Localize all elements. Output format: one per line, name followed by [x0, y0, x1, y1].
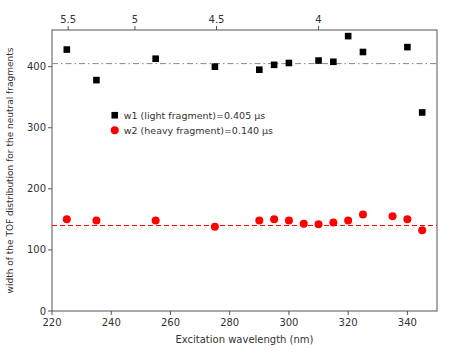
- data-point: [389, 212, 397, 220]
- y-tick: [48, 311, 52, 312]
- legend-label: w2 (heavy fragment)=0.140 μs: [124, 125, 273, 136]
- data-point: [344, 217, 352, 225]
- x2-tick-label: 4.5: [209, 14, 225, 25]
- data-point: [404, 44, 411, 51]
- plot-frame: [52, 30, 437, 311]
- data-point: [152, 55, 159, 62]
- y-tick-label: 300: [27, 122, 46, 133]
- data-point: [315, 57, 322, 64]
- y-tick: [48, 127, 52, 128]
- x2-tick: [134, 26, 135, 30]
- data-point: [359, 210, 367, 218]
- data-point: [300, 220, 308, 228]
- y-tick-label: 200: [27, 183, 46, 194]
- data-point: [64, 46, 71, 53]
- x-tick-label: 220: [42, 317, 61, 328]
- data-point: [285, 217, 293, 225]
- data-point: [211, 223, 219, 231]
- x-tick: [288, 311, 289, 315]
- x2-tick: [216, 26, 217, 30]
- x-axis-label: Excitation wavelength (nm): [175, 334, 313, 345]
- data-point: [92, 217, 100, 225]
- data-point: [329, 218, 337, 226]
- y-tick-label: 400: [27, 61, 46, 72]
- data-point: [360, 49, 367, 56]
- x-tick: [229, 311, 230, 315]
- x-tick-label: 300: [279, 317, 298, 328]
- data-point: [286, 60, 293, 67]
- x-tick: [52, 311, 53, 315]
- legend-label: w1 (light fragment)=0.405 μs: [124, 110, 265, 121]
- x-tick: [170, 311, 171, 315]
- plot-area: [52, 33, 437, 235]
- y-tick: [48, 188, 52, 189]
- reference-line: [52, 63, 437, 64]
- x-tick: [348, 311, 349, 315]
- data-point: [212, 63, 219, 70]
- data-point: [270, 215, 278, 223]
- x2-tick-label: 4: [315, 14, 321, 25]
- x2-tick-label: 5.5: [60, 14, 76, 25]
- x-tick-label: 320: [339, 317, 358, 328]
- data-point: [93, 77, 100, 84]
- x-tick-label: 340: [398, 317, 417, 328]
- legend-swatch: [111, 126, 119, 134]
- x2-tick: [68, 26, 69, 30]
- x-tick-label: 280: [220, 317, 239, 328]
- y-tick: [48, 66, 52, 67]
- data-point: [271, 62, 278, 69]
- data-point: [255, 217, 263, 225]
- data-point: [315, 220, 323, 228]
- legend-swatch: [111, 112, 118, 119]
- data-point: [418, 226, 426, 234]
- y-tick-label: 100: [27, 244, 46, 255]
- data-point: [345, 33, 352, 40]
- y-tick-label: 0: [40, 306, 46, 317]
- data-point: [403, 215, 411, 223]
- data-point: [63, 215, 71, 223]
- chart: 220 240 260 280 300 320 340 0 100 200 300 400 5.5 5 4.…: [0, 0, 451, 353]
- x-tick: [407, 311, 408, 315]
- y-tick: [48, 249, 52, 250]
- y-axis-label: width of the TOF distribution for the ne…: [5, 47, 15, 293]
- data-point: [256, 66, 263, 73]
- x-tick-label: 240: [102, 317, 121, 328]
- x2-tick-label: 5: [132, 14, 138, 25]
- x-tick: [111, 311, 112, 315]
- data-point: [419, 109, 426, 116]
- x-tick-label: 260: [161, 317, 180, 328]
- data-point: [330, 58, 337, 65]
- data-point: [152, 217, 160, 225]
- legend: w1 (light fragment)=0.405 μs w2 (heavy fr…: [111, 110, 273, 136]
- x2-tick: [318, 26, 319, 30]
- reference-line: [52, 225, 437, 226]
